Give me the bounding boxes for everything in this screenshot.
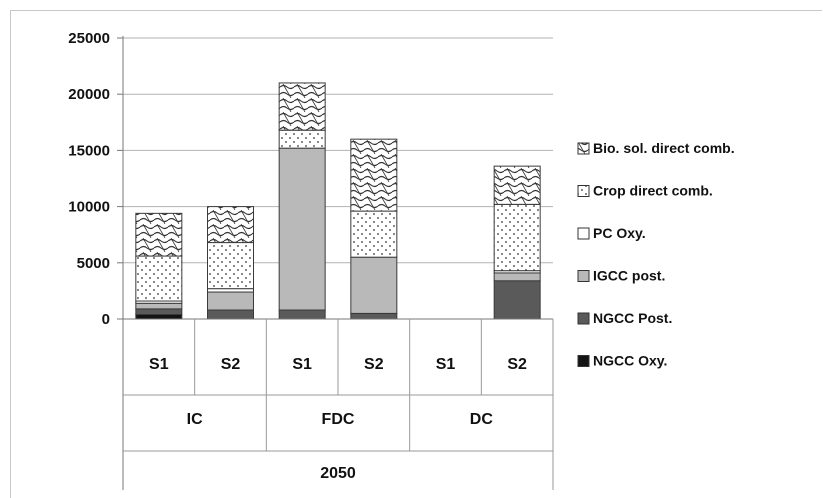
legend-label: Bio. sol. direct comb.: [593, 140, 735, 156]
legend-label: NGCC Post.: [593, 310, 672, 326]
legend-swatch: [577, 312, 590, 325]
bar-segment: [278, 82, 326, 131]
bar-segment: [135, 314, 183, 320]
scenario-label: S2: [364, 356, 384, 373]
bar-segment: [350, 210, 398, 258]
bar-segment: [350, 312, 398, 320]
scenario-label: S1: [436, 356, 456, 373]
bar-segment: [135, 308, 183, 316]
bar-segment: [207, 242, 254, 290]
bar-segment: [493, 203, 541, 272]
bar-segment: [207, 206, 254, 244]
year-label: 2050: [320, 465, 356, 482]
group-label: IC: [187, 411, 203, 428]
bar-segment: [207, 309, 254, 320]
bar-segment: [493, 280, 541, 320]
group-label: FDC: [322, 411, 355, 428]
bar-segment: [350, 138, 398, 212]
legend-swatch: [577, 270, 590, 282]
bar-segment: [278, 147, 326, 311]
bar-segment: [350, 256, 398, 314]
x-axis-categories: S1 S2 S1 S2 S1 S2 IC FDC DC 2050: [149, 356, 527, 482]
legend-swatch: [577, 142, 590, 155]
y-tick-label: 10000: [68, 199, 110, 216]
bar-segment: [278, 309, 326, 320]
legend-swatch: [577, 185, 590, 197]
bar-segment: [207, 288, 254, 293]
bar-segment: [135, 302, 183, 310]
y-axis-tick-labels: 0 5000 10000 15000 20000 25000: [68, 30, 110, 328]
legend-label: PC Oxy.: [593, 225, 646, 241]
y-tick-label: 15000: [68, 142, 110, 159]
y-tick-label: 0: [102, 311, 110, 328]
y-tick-label: 20000: [68, 86, 110, 103]
y-tick-label: 25000: [68, 30, 110, 47]
legend-label: Crop direct comb.: [593, 183, 713, 199]
bar-stacks: [135, 82, 541, 320]
bar-segment: [493, 165, 541, 205]
bar-segment: [135, 255, 183, 302]
scenario-label: S1: [149, 356, 169, 373]
scenario-label: S2: [507, 356, 527, 373]
scenario-label: S1: [292, 356, 312, 373]
bar-segment: [135, 212, 183, 257]
bar-segment: [278, 129, 326, 149]
chart-frame: [10, 10, 822, 498]
axes: [122, 36, 554, 490]
legend: Bio. sol. direct comb. Crop direct comb. P…: [577, 140, 735, 369]
scenario-label: S2: [221, 356, 241, 373]
legend-label: NGCC Oxy.: [593, 353, 667, 369]
group-label: DC: [470, 411, 494, 428]
bar-segment: [207, 291, 254, 311]
y-tick-label: 5000: [77, 255, 110, 272]
bar-segment: [493, 272, 541, 282]
gridlines: [117, 37, 553, 320]
legend-swatch: [577, 227, 590, 240]
legend-label: IGCC post.: [593, 268, 665, 284]
legend-swatch: [577, 355, 590, 367]
